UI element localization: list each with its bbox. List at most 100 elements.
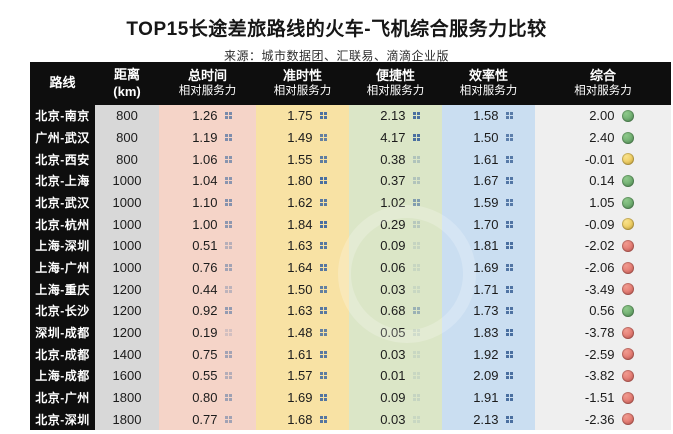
distance-value: 800	[116, 108, 138, 124]
service-unit-icon	[224, 242, 232, 250]
total_time-cell: 0.77	[159, 408, 256, 430]
total_time-cell: 1.06	[159, 148, 256, 170]
convenience-value: 0.09	[380, 238, 406, 254]
efficiency-cell: 1.50	[442, 127, 535, 149]
distance-cell: 1200	[95, 322, 159, 344]
status-circle-green	[621, 174, 634, 187]
col-header-efficiency: 效率性 相对服务力	[442, 62, 535, 105]
service-unit-icon	[412, 372, 420, 380]
comparison-table: 路线 距离 (km) 总时间 相对服务力 准时性 相对服务力 便捷性 相对服务力…	[30, 62, 671, 430]
route-cell: 北京-深圳	[30, 408, 95, 430]
service-unit-icon	[412, 285, 420, 293]
convenience-value: 0.03	[380, 411, 406, 427]
service-unit-icon	[224, 177, 232, 185]
punctuality-cell: 1.69	[256, 387, 349, 409]
route-cell: 深圳-成都	[30, 322, 95, 344]
convenience-value: 0.05	[380, 325, 406, 341]
efficiency-value: 1.69	[473, 260, 499, 276]
total_time-cell: 1.00	[159, 213, 256, 235]
punctuality-cell: 1.63	[256, 300, 349, 322]
overall-value: -3.82	[584, 368, 615, 384]
efficiency-value: 1.71	[473, 281, 499, 297]
convenience-value: 0.68	[380, 303, 406, 319]
overall-cell: 1.05	[535, 192, 671, 214]
service-unit-icon	[319, 177, 327, 185]
route-label: 北京-成都	[35, 347, 90, 362]
distance-cell: 1200	[95, 300, 159, 322]
punctuality-value: 1.49	[287, 130, 313, 145]
overall-cell: -2.06	[535, 257, 671, 279]
overall-cell: 0.56	[535, 300, 671, 322]
status-circle-red	[621, 326, 634, 339]
service-unit-icon	[412, 264, 420, 272]
punctuality-cell: 1.48	[256, 322, 349, 344]
overall-value: -3.49	[584, 281, 615, 297]
service-unit-icon	[505, 242, 513, 250]
punctuality-value: 1.68	[287, 411, 313, 427]
route-label: 北京-南京	[35, 109, 90, 124]
service-unit-icon	[319, 372, 327, 380]
col-header-total-time-sublabel: 相对服务力	[178, 85, 237, 98]
convenience-cell: 0.29	[349, 213, 442, 235]
distance-cell: 1800	[95, 408, 159, 430]
service-unit-icon	[412, 415, 420, 423]
table-header-row: 路线 距离 (km) 总时间 相对服务力 准时性 相对服务力 便捷性 相对服务力…	[30, 62, 671, 105]
status-circle-red	[621, 369, 634, 382]
punctuality-value: 1.63	[287, 238, 313, 254]
service-unit-icon	[224, 285, 232, 293]
col-header-overall: 综合 相对服务力	[535, 62, 671, 105]
efficiency-cell: 1.69	[442, 257, 535, 279]
col-header-total-time-label: 总时间	[187, 67, 227, 83]
table-row: 北京-上海 1000 1.04 1.80 0.37 1.67 0.14	[30, 170, 671, 192]
service-unit-icon	[319, 350, 327, 358]
service-unit-icon	[412, 329, 420, 337]
punctuality-cell: 1.49	[256, 127, 349, 149]
convenience-cell: 0.05	[349, 322, 442, 344]
service-unit-icon	[224, 220, 232, 228]
service-unit-icon	[319, 394, 327, 402]
total_time-value: 1.26	[192, 108, 218, 124]
efficiency-value: 2.09	[473, 368, 499, 384]
status-circle-red	[621, 239, 634, 252]
service-unit-icon	[224, 199, 232, 207]
efficiency-value: 2.13	[473, 411, 499, 427]
total_time-value: 0.19	[192, 325, 218, 341]
convenience-value: 0.29	[380, 216, 406, 232]
overall-cell: -2.59	[535, 343, 671, 365]
route-label: 广州-武汉	[35, 131, 90, 145]
table-row: 广州-武汉 800 1.19 1.49 4.17 1.50 2.40	[30, 127, 671, 149]
service-unit-icon	[505, 177, 513, 185]
punctuality-value: 1.84	[287, 216, 313, 232]
col-header-convenience: 便捷性 相对服务力	[349, 62, 442, 105]
col-header-convenience-label: 便捷性	[375, 67, 415, 83]
distance-value: 1400	[112, 346, 142, 362]
convenience-value: 0.06	[380, 260, 406, 276]
source-caption: 来源：城市数据团、汇联易、滴滴企业版	[223, 49, 449, 63]
status-circle-green	[621, 109, 634, 122]
route-label: 北京-上海	[35, 174, 90, 189]
convenience-cell: 0.01	[349, 365, 442, 387]
overall-cell: -3.78	[535, 322, 671, 344]
service-unit-icon	[319, 242, 327, 250]
efficiency-value: 1.92	[473, 346, 499, 362]
distance-cell: 800	[95, 127, 159, 149]
overall-value: -2.06	[584, 260, 615, 276]
total_time-value: 0.75	[192, 346, 218, 362]
convenience-cell: 0.03	[349, 343, 442, 365]
overall-value: 0.14	[589, 173, 615, 189]
convenience-value: 0.37	[380, 173, 406, 189]
table-body: 北京-南京 800 1.26 1.75 2.13 1.58 2.00 广州-武汉 800 1.19…	[30, 105, 671, 430]
service-unit-icon	[505, 199, 513, 207]
punctuality-value: 1.55	[287, 151, 313, 167]
service-unit-icon	[319, 220, 327, 228]
service-unit-icon	[319, 415, 327, 423]
convenience-value: 0.01	[380, 368, 406, 384]
convenience-cell: 4.17	[349, 127, 442, 149]
service-unit-icon	[505, 134, 513, 141]
route-label: 北京-西安	[35, 152, 90, 167]
col-header-punctuality: 准时性 相对服务力	[256, 62, 349, 105]
convenience-value: 0.03	[380, 281, 406, 297]
distance-value: 1000	[112, 260, 142, 276]
overall-value: 2.00	[589, 108, 615, 124]
service-unit-icon	[505, 285, 513, 293]
